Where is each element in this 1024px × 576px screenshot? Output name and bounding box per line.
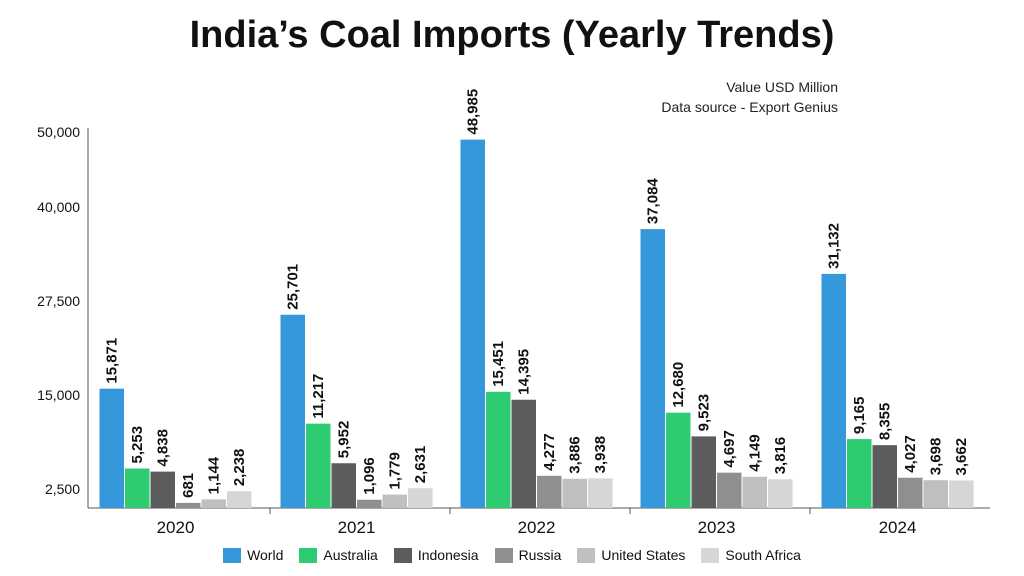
bar	[640, 229, 665, 508]
bar	[949, 480, 974, 508]
data-label: 4,027	[902, 435, 919, 473]
bar	[923, 480, 948, 508]
bar	[306, 423, 331, 508]
x-tick-label: 2021	[338, 518, 376, 537]
data-label: 1,779	[387, 452, 404, 490]
legend-item: Australia	[299, 547, 378, 563]
y-tick-label: 27,500	[37, 293, 80, 309]
bar	[408, 488, 433, 508]
x-tick-label: 2022	[518, 518, 556, 537]
legend-label: Russia	[518, 547, 562, 563]
data-label: 8,355	[877, 403, 894, 441]
data-label: 4,277	[541, 433, 558, 471]
legend-label: Australia	[323, 547, 378, 563]
legend-item: World	[223, 547, 283, 563]
data-label: 11,217	[310, 374, 327, 419]
legend-item: Indonesia	[393, 547, 479, 563]
bar	[150, 471, 175, 508]
data-label: 31,132	[826, 223, 843, 269]
y-tick-label: 40,000	[37, 199, 80, 215]
data-label: 3,698	[928, 438, 945, 476]
legend-item: United States	[577, 547, 685, 563]
data-label: 15,871	[104, 338, 121, 384]
legend-swatch	[577, 547, 596, 563]
bar	[537, 475, 562, 508]
bar	[847, 439, 872, 508]
y-tick-label: 2,500	[45, 481, 80, 497]
x-tick-label: 2020	[157, 518, 195, 537]
legend-swatch	[393, 547, 412, 563]
legend-label: South Africa	[725, 547, 801, 563]
data-label: 681	[180, 473, 197, 498]
data-label: 14,395	[516, 349, 533, 395]
bar	[227, 491, 252, 508]
bar	[666, 412, 691, 508]
bar	[176, 502, 201, 508]
bar	[898, 477, 923, 508]
bar	[125, 468, 150, 508]
data-label: 5,952	[336, 421, 353, 459]
data-label: 2,631	[412, 446, 429, 484]
legend-label: World	[247, 547, 284, 563]
data-label: 4,149	[747, 434, 764, 472]
data-label: 25,701	[285, 264, 302, 310]
y-tick-label: 50,000	[37, 124, 80, 140]
data-label: 9,165	[851, 397, 868, 435]
data-label: 1,096	[361, 457, 378, 495]
data-label: 1,144	[206, 456, 223, 494]
bar	[99, 388, 124, 508]
legend-swatch	[701, 547, 720, 563]
data-label: 5,253	[129, 426, 146, 464]
bar	[357, 499, 382, 508]
data-source-note: Data source - Export Genius	[661, 99, 838, 115]
data-label: 4,838	[155, 429, 172, 467]
legend-item: Russia	[494, 547, 562, 563]
legend-item: South Africa	[701, 547, 801, 563]
data-label: 9,523	[696, 394, 713, 432]
chart-legend: World Australia Indonesia Russia United Stat…	[0, 547, 1024, 563]
bar	[872, 445, 897, 508]
bar	[201, 499, 226, 508]
legend-swatch	[223, 547, 242, 563]
x-tick-label: 2024	[879, 518, 917, 537]
data-label: 48,985	[465, 89, 482, 135]
bar	[691, 436, 716, 508]
data-label: 3,816	[772, 437, 789, 475]
data-label: 37,084	[645, 178, 662, 225]
bar	[588, 478, 613, 508]
data-label: 3,662	[953, 438, 970, 476]
data-label: 12,680	[670, 362, 687, 408]
legend-swatch	[494, 547, 513, 563]
data-label: 3,886	[567, 436, 584, 474]
legend-swatch	[299, 547, 318, 563]
bar	[562, 478, 587, 508]
chart-title: India’s Coal Imports (Yearly Trends)	[189, 14, 835, 56]
data-label: 3,938	[592, 436, 609, 474]
bar	[511, 399, 536, 508]
bar	[460, 139, 485, 508]
x-tick-label: 2023	[698, 518, 736, 537]
y-tick-label: 15,000	[37, 387, 80, 403]
bar	[486, 391, 511, 508]
bar	[821, 273, 846, 508]
bar	[717, 472, 742, 508]
bar	[382, 494, 407, 508]
legend-label: Indonesia	[417, 547, 479, 563]
bar	[280, 314, 305, 508]
bar	[742, 476, 767, 508]
data-label: 15,451	[490, 341, 507, 387]
value-unit-note: Value USD Million	[726, 79, 838, 95]
legend-label: United States	[601, 547, 686, 563]
data-label: 4,697	[721, 430, 738, 468]
data-label: 2,238	[231, 449, 248, 487]
bar	[768, 479, 793, 508]
bar	[331, 463, 356, 508]
